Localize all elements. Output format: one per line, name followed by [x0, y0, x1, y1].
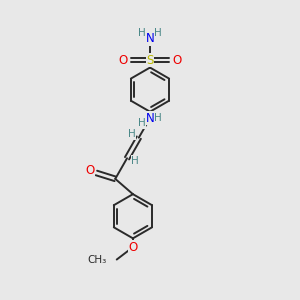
Text: S: S [146, 54, 154, 67]
Text: N: N [146, 32, 154, 45]
Text: H: H [138, 118, 146, 128]
Text: H: H [131, 156, 139, 166]
Text: O: O [85, 164, 94, 177]
Text: N: N [146, 112, 154, 125]
Text: H: H [154, 28, 162, 38]
Text: H: H [154, 113, 162, 123]
Text: O: O [172, 54, 181, 67]
Text: CH₃: CH₃ [87, 254, 106, 265]
Text: H: H [128, 129, 135, 139]
Text: H: H [138, 28, 146, 38]
Text: O: O [128, 241, 137, 254]
Text: O: O [119, 54, 128, 67]
